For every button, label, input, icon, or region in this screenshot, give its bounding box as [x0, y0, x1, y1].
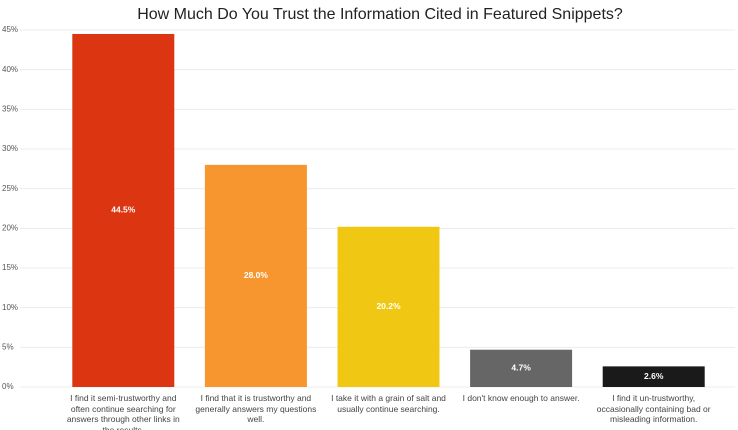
y-tick-label: 0% — [2, 382, 14, 391]
bar — [470, 349, 573, 387]
y-tick-label: 15% — [2, 263, 18, 272]
value-label: 44.5% — [111, 205, 136, 215]
bar — [337, 226, 440, 387]
bar — [204, 164, 307, 387]
value-label: 20.2% — [376, 301, 401, 311]
y-tick-label: 40% — [2, 65, 18, 74]
x-tick-label: I find it semi-trustworthy and often con… — [66, 393, 180, 430]
bar — [602, 366, 705, 387]
value-label: 28.0% — [244, 270, 269, 280]
bar — [72, 33, 175, 387]
y-tick-label: 5% — [2, 342, 14, 351]
y-tick-label: 30% — [2, 144, 18, 153]
value-label: 2.6% — [644, 371, 664, 381]
y-tick-label: 35% — [2, 104, 18, 113]
y-tick-label: 45% — [2, 25, 18, 34]
x-tick-label: I take it with a grain of salt and usual… — [331, 393, 446, 414]
chart-title: How Much Do You Trust the Information Ci… — [137, 6, 623, 23]
x-tick-label: I don't know enough to answer. — [462, 393, 580, 403]
y-tick-label: 20% — [2, 223, 18, 232]
x-tick-label: I find that it is trustworthy and genera… — [195, 393, 317, 425]
y-tick-label: 25% — [2, 184, 18, 193]
y-tick-label: 10% — [2, 303, 18, 312]
x-tick-label: I find it un-trustworthy, occasionally c… — [596, 393, 711, 425]
value-label: 4.7% — [511, 363, 531, 373]
